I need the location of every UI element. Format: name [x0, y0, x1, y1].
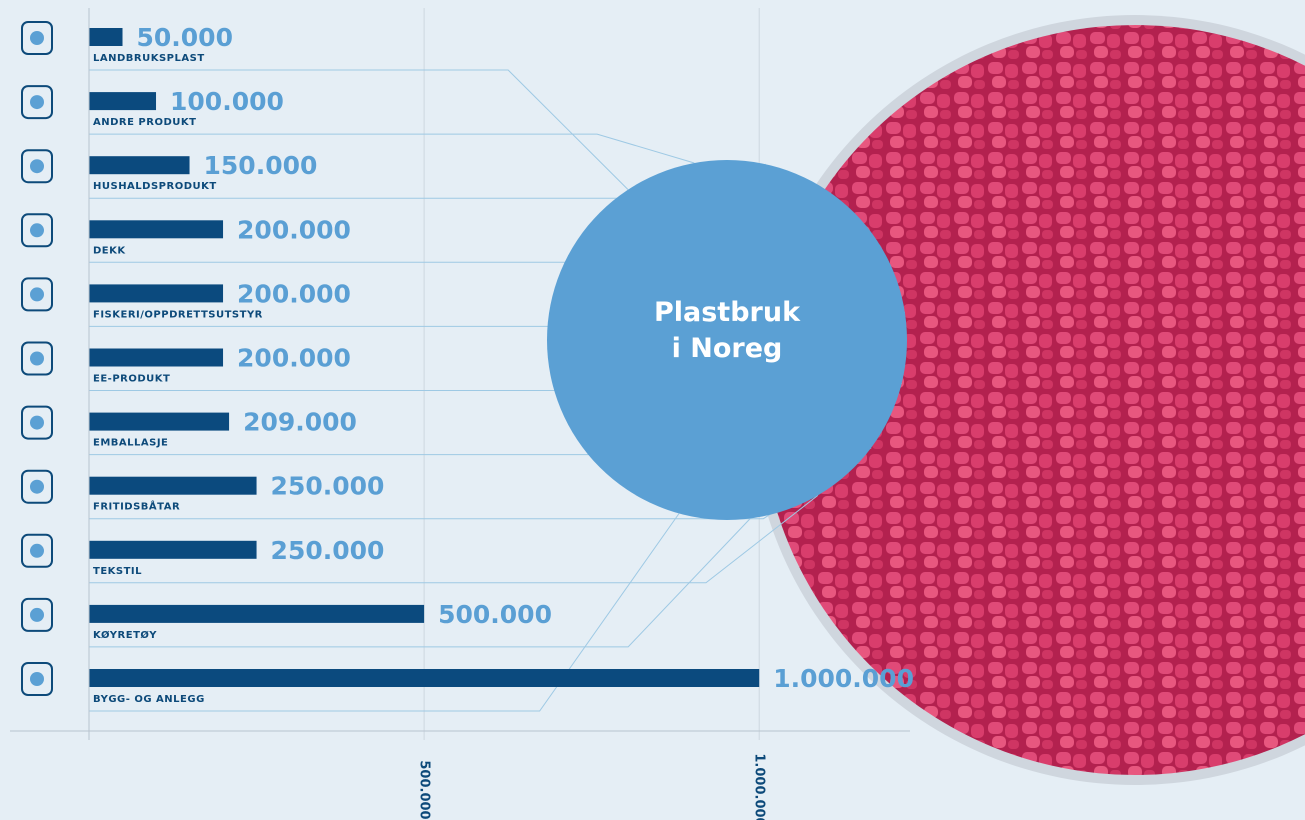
icon	[30, 95, 44, 110]
title-circle	[547, 160, 907, 520]
icon	[30, 351, 44, 366]
leader-line	[89, 69, 629, 190]
leader-line	[89, 513, 680, 712]
icon	[21, 85, 53, 120]
value-label: 250.000	[271, 536, 385, 565]
bar	[89, 28, 123, 46]
category-label: FRITIDSBÅTAR	[93, 500, 180, 513]
icon	[30, 287, 44, 302]
bar	[89, 92, 157, 111]
category-label: KØYRETØY	[93, 629, 157, 641]
bar	[89, 156, 190, 175]
chart-title: Plastbruk i Noreg	[653, 297, 801, 364]
value-label: 1.000.000	[773, 664, 914, 693]
category-label: HUSHALDSPRODUKT	[93, 181, 217, 192]
leader-line	[89, 495, 819, 584]
value-label: 100.000	[170, 87, 284, 116]
icon	[21, 533, 53, 568]
category-label: FISKERI/OPPDRETTSUTSTYR	[93, 309, 263, 320]
icon	[21, 662, 53, 696]
icon	[21, 21, 53, 55]
icon	[30, 415, 44, 430]
category-label: ANDRE PRODUKT	[93, 117, 196, 128]
value-label: 200.000	[237, 279, 351, 308]
bar	[89, 669, 760, 687]
bar	[89, 540, 257, 559]
bar	[89, 412, 230, 431]
category-label: LANDBRUKSPLAST	[93, 53, 205, 64]
value-label: 150.000	[204, 151, 318, 180]
icon	[21, 341, 53, 376]
category-label: EMBALLASJE	[93, 438, 168, 449]
icon	[30, 543, 44, 558]
bar	[89, 348, 224, 367]
value-label: 200.000	[237, 344, 351, 373]
icon	[30, 479, 44, 494]
icon	[21, 149, 53, 184]
leader-line	[89, 133, 695, 164]
icon	[30, 607, 44, 622]
bar	[89, 220, 224, 239]
value-label: 200.000	[237, 215, 351, 244]
category-label: DEKK	[93, 245, 126, 256]
pellets-image	[760, 25, 1305, 775]
value-label: 250.000	[271, 472, 385, 501]
leader-line	[89, 518, 751, 648]
x-tick-label: 500.000	[417, 760, 432, 819]
icon	[30, 31, 44, 45]
icon	[21, 277, 53, 312]
icon	[21, 213, 53, 248]
icon	[30, 223, 44, 238]
bar	[89, 476, 257, 495]
value-label: 209.000	[243, 408, 357, 437]
icon	[21, 469, 53, 504]
category-label: EE-PRODUKT	[93, 374, 170, 385]
category-label: TEKSTIL	[93, 566, 142, 577]
value-label: 50.000	[137, 23, 233, 52]
icon	[30, 672, 44, 686]
icon	[30, 159, 44, 174]
icon	[21, 405, 53, 440]
bar	[89, 604, 425, 623]
bar	[89, 284, 224, 303]
x-tick-label: 1.000.000	[752, 753, 767, 820]
category-label: BYGG- OG ANLEGG	[93, 694, 205, 705]
icon	[21, 597, 53, 632]
value-label: 500.000	[438, 600, 552, 629]
